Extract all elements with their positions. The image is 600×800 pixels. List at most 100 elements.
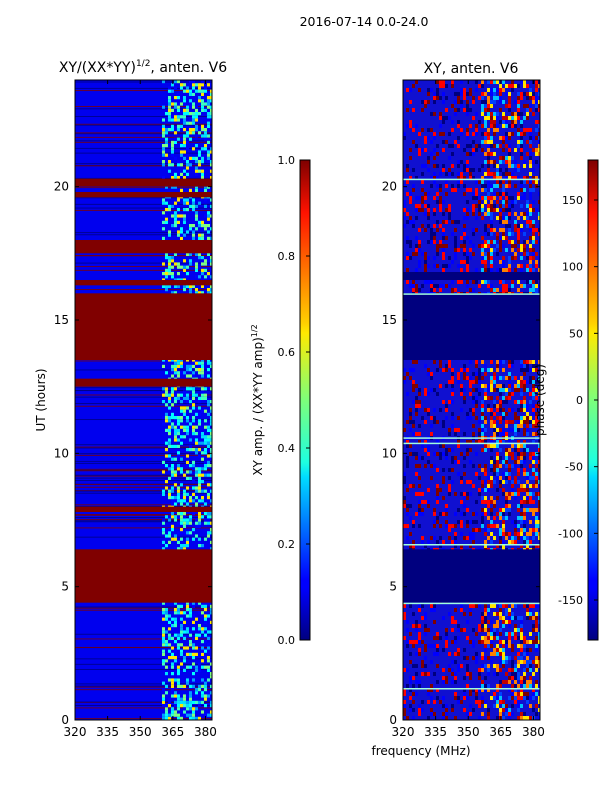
- heatmap-cell: [182, 198, 186, 202]
- heatmap-cell: [197, 131, 201, 135]
- heatmap-cell: [170, 108, 174, 112]
- heatmap-cell: [481, 100, 484, 104]
- heatmap-cell: [451, 708, 454, 712]
- heatmap-cell: [173, 419, 177, 423]
- heatmap-cell: [529, 716, 532, 720]
- heatmap-cell: [191, 230, 195, 234]
- heatmap-stripe: [75, 514, 212, 516]
- heatmap-cell: [532, 628, 535, 632]
- heatmap-cell: [164, 665, 168, 669]
- heatmap-cell: [490, 80, 493, 84]
- heatmap-cell: [176, 515, 180, 519]
- heatmap-cell: [164, 713, 168, 717]
- heatmap-cell: [505, 124, 508, 128]
- heatmap-cell: [508, 616, 511, 620]
- heatmap-cell: [484, 540, 487, 544]
- heatmap-cell: [415, 204, 418, 208]
- heatmap-cell: [436, 452, 439, 456]
- heatmap-cell: [200, 652, 204, 656]
- heatmap-cell: [490, 520, 493, 524]
- heatmap-cell: [529, 368, 532, 372]
- heatmap-cell: [502, 376, 505, 380]
- heatmap-cell: [439, 524, 442, 528]
- heatmap-cell: [535, 636, 538, 640]
- heatmap-cell: [490, 460, 493, 464]
- heatmap-cell: [206, 403, 210, 407]
- heatmap-cell: [460, 452, 463, 456]
- heatmap-cell: [179, 700, 183, 704]
- heatmap-cell: [197, 489, 201, 493]
- heatmap-cell: [209, 432, 212, 436]
- heatmap-cell: [508, 124, 511, 128]
- heatmap-cell: [520, 144, 523, 148]
- heatmap-cell: [197, 476, 201, 480]
- heatmap-cell: [469, 144, 472, 148]
- heatmap-cell: [526, 604, 529, 608]
- heatmap-cell: [484, 604, 487, 608]
- heatmap-cell: [529, 464, 532, 468]
- heatmap-cell: [448, 536, 451, 540]
- heatmap-cell: [197, 704, 201, 708]
- heatmap-cell: [508, 92, 511, 96]
- heatmap-cell: [457, 180, 460, 184]
- heatmap-cell: [200, 176, 204, 180]
- heatmap-cell: [203, 89, 207, 93]
- heatmap-cell: [188, 163, 192, 167]
- heatmap-cell: [418, 388, 421, 392]
- heatmap-cell: [179, 518, 183, 522]
- heatmap-cell: [170, 272, 174, 276]
- heatmap-cell: [472, 140, 475, 144]
- heatmap-cell: [523, 396, 526, 400]
- heatmap-cell: [209, 668, 212, 672]
- heatmap-cell: [508, 644, 511, 648]
- heatmap-cell: [520, 204, 523, 208]
- heatmap-cell: [520, 444, 523, 448]
- heatmap-cell: [457, 668, 460, 672]
- heatmap-cell: [466, 160, 469, 164]
- heatmap-cell: [161, 422, 165, 426]
- heatmap-cell: [442, 668, 445, 672]
- heatmap-cell: [538, 224, 540, 228]
- heatmap-cell: [412, 716, 415, 720]
- heatmap-cell: [173, 656, 177, 660]
- heatmap-cell: [170, 124, 174, 128]
- heatmap-cell: [466, 236, 469, 240]
- heatmap-cell: [511, 84, 514, 88]
- heatmap-cell: [179, 502, 183, 506]
- heatmap-cell: [418, 404, 421, 408]
- heatmap-cell: [538, 392, 540, 396]
- heatmap-cell: [517, 524, 520, 528]
- heatmap-cell: [191, 403, 195, 407]
- heatmap-cell: [182, 83, 186, 87]
- heatmap-cell: [191, 620, 195, 624]
- heatmap-cell: [532, 420, 535, 424]
- heatmap-cell: [409, 604, 412, 608]
- heatmap-cell: [484, 688, 487, 692]
- heatmap-cell: [532, 692, 535, 696]
- heatmap-cell: [493, 480, 496, 484]
- heatmap-cell: [523, 428, 526, 432]
- heatmap-cell: [403, 704, 406, 708]
- heatmap-cell: [457, 264, 460, 268]
- heatmap-cell: [505, 92, 508, 96]
- heatmap-cell: [490, 604, 493, 608]
- heatmap-cell: [164, 617, 168, 621]
- heatmap-cell: [442, 256, 445, 260]
- heatmap-cell: [472, 192, 475, 196]
- heatmap-cell: [409, 680, 412, 684]
- heatmap-cell: [200, 604, 204, 608]
- heatmap-cell: [535, 480, 538, 484]
- heatmap-cell: [430, 688, 433, 692]
- heatmap-cell: [445, 640, 448, 644]
- heatmap-cell: [179, 457, 183, 461]
- heatmap-cell: [520, 156, 523, 160]
- heatmap-cell: [487, 444, 490, 448]
- heatmap-cell: [538, 136, 540, 140]
- heatmap-cell: [505, 476, 508, 480]
- heatmap-cell: [535, 648, 538, 652]
- heatmap-cell: [535, 404, 538, 408]
- heatmap-cell: [499, 392, 502, 396]
- heatmap-cell: [412, 368, 415, 372]
- heatmap-cell: [442, 116, 445, 120]
- heatmap-cell: [409, 660, 412, 664]
